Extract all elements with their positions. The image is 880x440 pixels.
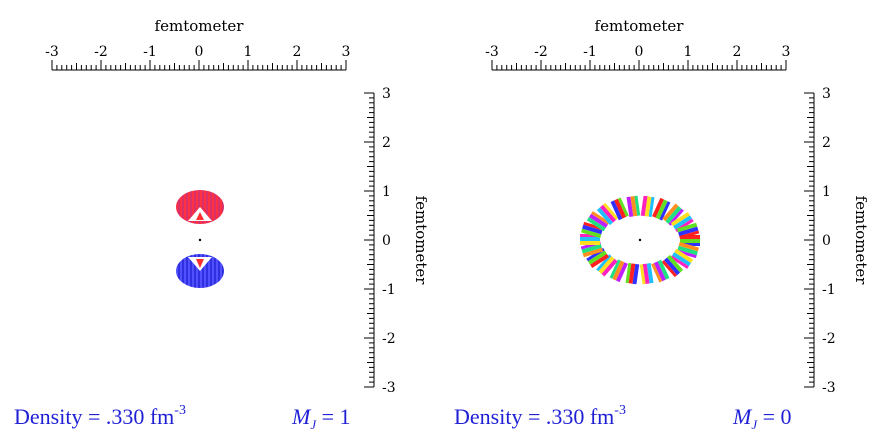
x-tick-label: -1 [583, 44, 597, 60]
orbital-lobe-bottom [176, 254, 224, 288]
origin-dot [198, 238, 202, 242]
torus-segment [609, 259, 628, 283]
torus-segment [586, 211, 610, 232]
y-tick-label: 2 [822, 135, 831, 151]
y-tick-label: 1 [822, 184, 831, 200]
x-tick-label: -1 [143, 44, 157, 60]
y-tick-label: -3 [382, 380, 396, 396]
torus-segment [662, 203, 684, 226]
right-axis: 3 2 1 0 -1 -2 -3 [364, 86, 396, 396]
torus-segment [651, 259, 670, 283]
torus-segment [596, 202, 619, 226]
right-axis-label: femtometer [852, 196, 870, 286]
torus-segment [676, 222, 700, 239]
torus-segment [676, 241, 699, 259]
torus-segment [581, 221, 604, 239]
y-tick-label: 3 [822, 86, 831, 102]
y-tick-label: 0 [382, 233, 391, 249]
orbital-lobe-top [176, 190, 224, 224]
panel-left: femtometer -3 -2 -1 0 1 2 3 3 2 1 0 -1 -2 -3 femtome… [14, 17, 430, 432]
x-tick-label: 0 [195, 44, 204, 60]
x-tick-label: -2 [94, 44, 108, 60]
y-tick-label: -1 [382, 282, 396, 298]
right-axis-label: femtometer [412, 196, 430, 286]
torus-segment [652, 197, 671, 221]
torus-segment [670, 248, 694, 269]
orbital-torus [580, 195, 700, 285]
y-tick-label: 3 [382, 86, 391, 102]
x-tick-label: 2 [293, 44, 302, 60]
torus-segment [661, 254, 684, 278]
x-tick-label: 0 [635, 44, 644, 60]
y-tick-label: 2 [382, 135, 391, 151]
x-tick-label: 3 [782, 44, 791, 60]
torus-segment [639, 263, 654, 285]
x-tick-label: 2 [733, 44, 742, 60]
y-tick-label: -2 [382, 331, 396, 347]
x-tick-label: 1 [244, 44, 253, 60]
right-axis: 3 2 1 0 -1 -2 -3 [804, 86, 836, 396]
x-tick-label: 3 [342, 44, 351, 60]
torus-segment [640, 195, 655, 218]
panel-right: femtometer -3 -2 -1 0 1 2 3 3 2 1 0 -1 -2 -3 femtome… [454, 17, 870, 432]
y-tick-label: 1 [382, 184, 391, 200]
x-tick-label: 1 [684, 44, 693, 60]
top-axis: -3 -2 -1 0 1 2 3 [485, 44, 791, 71]
mj-caption: MJ = 1 [291, 404, 351, 432]
torus-segment [610, 197, 629, 221]
top-axis-label: femtometer [595, 17, 685, 35]
density-caption: Density = .330 fm-3 [454, 403, 626, 429]
mj-caption: MJ = 0 [732, 404, 792, 432]
density-caption: Density = .330 fm-3 [14, 403, 186, 429]
x-tick-label: -3 [485, 44, 499, 60]
y-tick-label: -1 [822, 282, 836, 298]
y-tick-label: -2 [822, 331, 836, 347]
origin-dot [638, 238, 642, 242]
y-tick-label: 0 [822, 233, 831, 249]
torus-segment [625, 262, 640, 285]
y-tick-label: -3 [822, 380, 836, 396]
top-axis: -3 -2 -1 0 1 2 3 [45, 44, 351, 71]
torus-segment [596, 254, 618, 277]
top-axis-label: femtometer [155, 17, 245, 35]
x-tick-label: -3 [45, 44, 59, 60]
x-tick-label: -2 [534, 44, 548, 60]
torus-segment [626, 195, 641, 217]
